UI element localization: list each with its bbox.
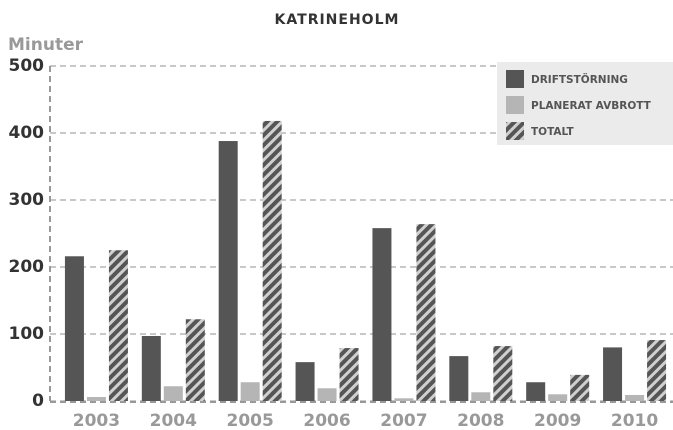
x-tick-label: 2008 <box>457 411 504 430</box>
bar <box>262 120 282 401</box>
legend-swatch <box>506 96 524 114</box>
x-tick-label: 2007 <box>380 411 427 430</box>
bar <box>64 256 84 401</box>
bar <box>317 388 337 401</box>
y-tick-label: 100 <box>9 324 45 344</box>
legend-swatch <box>506 70 524 88</box>
legend-label: TOTALT <box>531 126 575 138</box>
bar <box>372 228 392 401</box>
bar <box>416 224 436 401</box>
bar <box>218 141 238 402</box>
bar <box>603 347 623 401</box>
y-tick-label: 500 <box>9 56 45 76</box>
y-tick-label: 0 <box>32 391 44 411</box>
bar <box>86 396 106 401</box>
bar <box>339 348 359 401</box>
y-tick-label: 200 <box>9 257 45 277</box>
bar <box>471 392 491 401</box>
bar <box>526 382 546 401</box>
bar <box>295 362 315 401</box>
bar <box>240 382 260 401</box>
bar <box>493 346 513 401</box>
chart-title: KATRINEHOLM <box>275 12 400 28</box>
x-tick-label: 2004 <box>150 411 197 430</box>
bar <box>108 250 128 401</box>
bar <box>548 394 568 401</box>
x-tick-label: 2003 <box>73 411 120 430</box>
x-tick-label: 2006 <box>303 411 350 430</box>
y-tick-label: 300 <box>9 190 45 210</box>
bar <box>185 319 205 401</box>
legend-label: PLANERAT AVBROTT <box>531 100 652 112</box>
x-tick-label: 2005 <box>227 411 274 430</box>
bar <box>394 398 414 401</box>
bar <box>141 336 161 401</box>
bar <box>570 374 590 401</box>
x-tick-label: 2010 <box>611 411 658 430</box>
bar <box>163 386 183 401</box>
bar <box>449 356 469 401</box>
x-tick-label: 2009 <box>534 411 581 430</box>
bar <box>625 394 645 401</box>
y-tick-label: 400 <box>9 123 45 143</box>
legend-swatch <box>506 122 524 140</box>
legend-box <box>497 62 673 145</box>
legend-label: DRIFTSTÖRNING <box>531 72 628 86</box>
y-axis-label: Minuter <box>8 35 84 55</box>
bar <box>647 340 667 401</box>
